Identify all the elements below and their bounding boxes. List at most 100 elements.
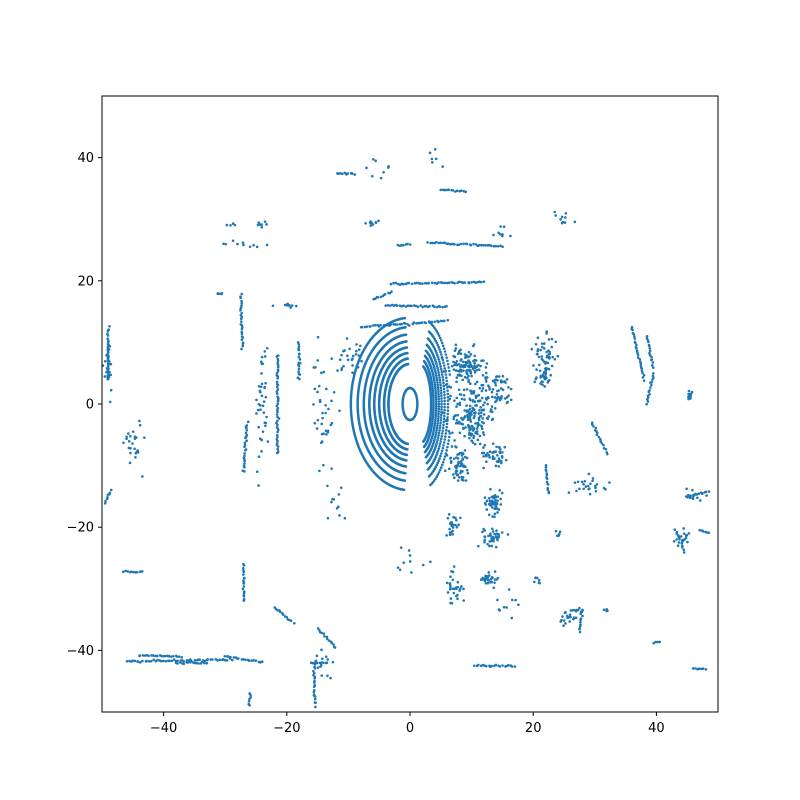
data-point xyxy=(493,378,497,382)
data-point xyxy=(454,445,457,448)
data-point xyxy=(240,315,244,319)
data-point xyxy=(164,659,168,663)
data-point xyxy=(312,366,316,369)
data-point xyxy=(203,659,207,663)
data-point xyxy=(446,389,449,392)
data-point xyxy=(432,428,436,431)
data-point xyxy=(433,420,437,423)
data-point xyxy=(558,530,562,534)
data-point xyxy=(434,445,438,448)
data-point xyxy=(428,304,431,308)
data-point xyxy=(434,400,438,404)
data-point xyxy=(476,424,480,428)
data-point xyxy=(244,436,247,440)
data-point xyxy=(275,413,279,416)
data-point xyxy=(464,356,468,359)
data-point xyxy=(482,466,485,470)
data-point xyxy=(535,368,538,371)
data-point xyxy=(562,619,566,622)
data-point xyxy=(651,372,655,375)
data-point xyxy=(141,475,144,478)
data-point xyxy=(335,507,339,510)
data-point xyxy=(465,242,469,246)
data-point xyxy=(494,464,498,468)
data-point xyxy=(422,359,426,363)
data-point xyxy=(539,382,542,385)
data-point xyxy=(416,404,419,407)
data-point xyxy=(141,654,145,657)
data-point xyxy=(242,585,246,588)
data-point xyxy=(701,667,705,670)
data-point xyxy=(313,387,317,391)
y-tick-label: 40 xyxy=(77,151,94,166)
data-point xyxy=(349,401,353,404)
data-point xyxy=(320,674,324,677)
data-point xyxy=(689,393,692,397)
data-point xyxy=(494,383,498,387)
x-tick-label: 40 xyxy=(648,721,665,736)
data-point xyxy=(343,516,347,520)
data-point xyxy=(443,408,446,412)
data-point xyxy=(449,461,453,465)
data-point xyxy=(423,354,427,358)
data-point xyxy=(404,322,407,325)
data-point xyxy=(571,608,574,612)
data-point xyxy=(673,528,677,532)
data-point xyxy=(313,676,316,680)
data-point xyxy=(439,367,443,371)
data-point xyxy=(480,427,484,431)
data-point xyxy=(434,396,438,399)
data-point xyxy=(437,412,440,416)
data-point xyxy=(439,188,442,192)
data-point xyxy=(222,242,225,246)
data-point xyxy=(257,484,260,487)
data-point xyxy=(562,624,565,627)
data-point xyxy=(499,497,502,501)
data-point xyxy=(448,397,452,401)
data-point xyxy=(127,432,130,435)
data-point xyxy=(225,223,229,227)
data-point xyxy=(240,338,244,341)
data-point xyxy=(589,482,592,485)
data-point xyxy=(453,349,457,352)
data-point xyxy=(197,662,200,665)
data-point xyxy=(460,478,464,481)
data-point xyxy=(143,654,147,657)
data-point xyxy=(534,377,538,381)
data-point xyxy=(456,597,459,601)
data-point xyxy=(694,492,697,496)
data-point xyxy=(446,591,450,594)
data-point xyxy=(437,410,441,413)
data-point xyxy=(456,479,460,482)
data-point xyxy=(687,389,691,393)
data-point xyxy=(591,477,595,480)
data-point xyxy=(351,364,354,367)
data-point xyxy=(436,343,440,347)
data-point xyxy=(590,423,594,426)
data-point xyxy=(357,354,360,357)
data-point xyxy=(462,393,466,397)
data-point xyxy=(467,350,471,354)
data-point xyxy=(486,542,489,546)
data-point xyxy=(383,293,387,296)
data-point xyxy=(225,659,229,662)
data-point xyxy=(325,635,329,639)
data-point xyxy=(452,591,456,595)
data-point xyxy=(456,413,460,417)
data-point xyxy=(444,432,448,435)
data-point xyxy=(442,420,446,424)
x-tick-label: 0 xyxy=(406,721,414,736)
data-point xyxy=(509,387,513,391)
data-point xyxy=(646,400,650,403)
data-point xyxy=(264,381,267,385)
data-point xyxy=(433,422,437,425)
data-point xyxy=(240,324,244,327)
data-point xyxy=(298,373,302,376)
data-point xyxy=(218,658,222,662)
data-point xyxy=(436,436,440,440)
data-point xyxy=(435,454,438,457)
data-point xyxy=(651,361,655,364)
data-point xyxy=(481,383,485,387)
data-point xyxy=(537,355,541,359)
